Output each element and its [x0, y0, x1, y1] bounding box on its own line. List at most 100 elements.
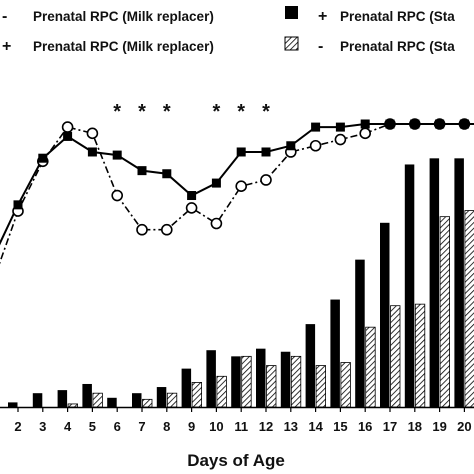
legend-row-1: - Prenatal RPC (Milk replacer) + Prenata…	[2, 6, 455, 25]
line-point-filled-square	[410, 119, 420, 129]
x-tick-label: 11	[234, 419, 248, 434]
line-point-filled-square	[385, 119, 395, 129]
bar-hatched	[92, 392, 103, 408]
bar-hatched	[166, 392, 178, 408]
bar-solid	[231, 356, 241, 407]
line-point-filled-square	[435, 119, 445, 129]
line-point-filled-square	[286, 141, 296, 151]
legend-1-label: Prenatal RPC (Milk replacer)	[33, 9, 214, 24]
x-tick-label: 6	[114, 419, 121, 434]
bar-solid	[355, 259, 365, 407]
bar-hatched	[216, 375, 227, 408]
line-point-open-circle	[185, 202, 198, 214]
bar-hatched	[439, 216, 451, 408]
line-point-open-circle	[161, 223, 173, 236]
legend-3-symbol-b: -	[318, 38, 323, 55]
x-axis-label: Days of Age	[187, 451, 285, 470]
bar-hatched	[67, 403, 78, 408]
x-tick-label: 8	[163, 419, 170, 434]
bar-solid	[206, 350, 216, 407]
line-point-filled-square	[459, 119, 469, 129]
line-point-filled-square	[137, 166, 147, 176]
line-point-filled-square	[63, 131, 73, 141]
bar-solid	[57, 390, 68, 407]
bar-solid	[107, 397, 117, 407]
line-point-open-circle	[309, 139, 322, 152]
significance-star: *	[138, 101, 146, 123]
x-tick-label: 5	[89, 419, 96, 434]
legend-1-symbol-b: +	[318, 8, 327, 25]
x-tick-label: 9	[188, 419, 195, 434]
bar-hatched	[191, 382, 203, 408]
x-tick-label: 18	[408, 419, 422, 434]
x-tick-label: 3	[39, 419, 46, 434]
line-point-filled-square	[187, 191, 197, 201]
x-tick-label: 14	[308, 419, 323, 434]
bar-solid	[330, 299, 340, 407]
line-point-open-circle	[210, 217, 223, 230]
bar-hatched	[142, 398, 153, 408]
x-tick-label: 16	[358, 419, 372, 434]
line-point-filled-square	[13, 200, 23, 210]
legend-1-symbol-a: -	[2, 8, 7, 25]
x-tick-label: 2	[14, 419, 21, 434]
significance-star: *	[237, 101, 245, 123]
bar-solid	[256, 348, 266, 407]
bar-hatched	[290, 355, 302, 408]
line-point-filled-square	[112, 150, 122, 160]
line-point-open-circle	[260, 174, 272, 186]
line-point-filled-square	[211, 178, 221, 188]
bar-hatched	[390, 305, 401, 408]
significance-star: *	[262, 101, 270, 123]
bar-hatched	[315, 365, 327, 408]
bar-solid	[82, 383, 92, 407]
line-point-filled-square	[261, 147, 271, 157]
bar-solid	[454, 158, 464, 407]
x-tick-label: 15	[333, 419, 347, 434]
significance-star: *	[213, 101, 221, 123]
significance-star: *	[163, 101, 171, 123]
line-point-filled-square	[236, 147, 246, 157]
bar-solid	[305, 324, 316, 407]
bar-solid	[32, 393, 43, 407]
significance-star: *	[113, 101, 121, 123]
legend-2-label: Prenatal RPC (Sta	[340, 9, 455, 24]
x-tick-label: 20	[457, 419, 471, 434]
line-point-filled-square	[87, 147, 97, 157]
legend-3-symbol-a: +	[2, 38, 11, 55]
line-point-open-circle	[136, 223, 148, 236]
bar-solid	[380, 222, 390, 407]
x-tick-label: 4	[64, 419, 72, 434]
bar-solid	[132, 393, 142, 407]
plot-area: 2 3 4 5 6 7 8 9 10 11 12 13 14 15 16 17 18 19 20 * * * * * *	[0, 101, 474, 434]
line-series-dash-dot	[0, 123, 474, 265]
line-point-open-circle	[111, 189, 123, 202]
legend-row-2: + Prenatal RPC (Milk replacer) - Prenata…	[2, 36, 455, 55]
x-tick-label: 17	[383, 419, 397, 434]
x-tick-label: 7	[138, 419, 145, 434]
bar-solid	[429, 158, 440, 407]
bar-solid	[280, 351, 291, 407]
line-point-open-circle	[61, 121, 74, 133]
x-tick-label: 10	[209, 419, 223, 434]
bar-solid	[156, 387, 167, 407]
line-point-filled-square	[311, 122, 321, 132]
line-point-filled-square	[38, 153, 48, 163]
legend-hatched-bar-swatch	[284, 36, 299, 51]
line-point-open-circle	[334, 133, 347, 146]
x-tick-label: 13	[284, 419, 298, 434]
bar-solid	[181, 368, 192, 407]
line-point-open-circle	[359, 127, 372, 140]
bar-hatched	[241, 355, 252, 408]
legend-4-label: Prenatal RPC (Sta	[340, 39, 455, 54]
bar-hatched	[464, 210, 474, 408]
x-tick-label: 19	[432, 419, 446, 434]
bar-solid	[8, 402, 18, 407]
line-point-filled-square	[360, 119, 370, 129]
bar-hatched	[340, 362, 351, 408]
x-tick-label: 12	[259, 419, 273, 434]
line-point-open-circle	[86, 127, 99, 140]
line-point-filled-square	[335, 122, 345, 132]
bar-solid	[404, 164, 415, 407]
